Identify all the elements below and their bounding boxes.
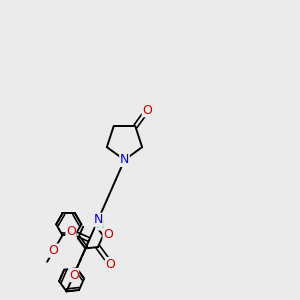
Text: O: O xyxy=(142,103,152,117)
Text: N: N xyxy=(93,213,103,226)
Text: O: O xyxy=(69,268,79,282)
Text: O: O xyxy=(66,225,76,238)
Text: O: O xyxy=(103,229,113,242)
Text: O: O xyxy=(49,244,58,257)
Text: O: O xyxy=(106,258,116,271)
Text: H: H xyxy=(96,220,104,230)
Text: N: N xyxy=(120,153,129,167)
